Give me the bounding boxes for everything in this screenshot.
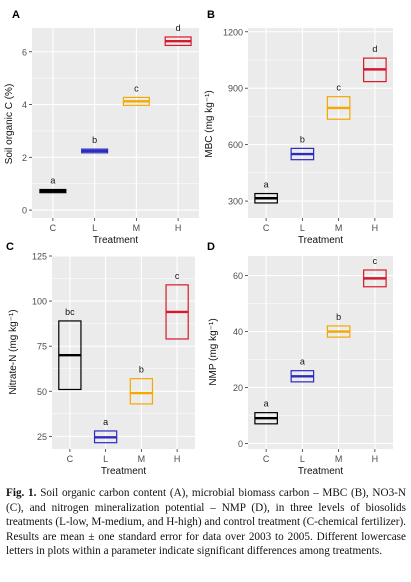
- figure-caption: Fig. 1. Soil organic carbon content (A),…: [6, 486, 406, 559]
- y-tick-label: 40: [233, 327, 243, 337]
- panel-label: D: [207, 241, 215, 253]
- y-tick-label: 2: [22, 153, 27, 163]
- y-tick-label: 900: [228, 84, 243, 94]
- y-tick-label: 6: [22, 47, 27, 57]
- x-tick-label: H: [174, 454, 181, 464]
- significance-letter: a: [264, 399, 269, 409]
- significance-letter: d: [176, 23, 181, 33]
- x-axis-title: Treatment: [298, 235, 343, 246]
- y-tick-label: 0: [238, 439, 243, 449]
- x-tick-label: M: [138, 454, 146, 464]
- x-tick-label: C: [50, 223, 57, 233]
- y-tick-label: 0: [22, 206, 27, 216]
- x-tick-label: H: [372, 223, 379, 233]
- plot-background: [248, 256, 393, 449]
- y-axis-title: Soil organic C (%): [4, 84, 15, 165]
- y-tick-label: 4: [22, 100, 27, 110]
- caption-label: Fig. 1.: [6, 487, 37, 499]
- x-tick-label: M: [133, 223, 141, 233]
- y-tick-label: 20: [233, 383, 243, 393]
- x-tick-label: L: [103, 454, 108, 464]
- panel-a: A 0 2 4 6 C L M Ha b c d Treatment Soil organic C (%): [4, 9, 199, 246]
- y-tick-label: 75: [37, 342, 47, 352]
- x-tick-label: L: [300, 223, 305, 233]
- x-tick-label: H: [175, 223, 182, 233]
- significance-letter: c: [175, 271, 180, 281]
- significance-letter: c: [336, 83, 341, 93]
- y-axis-title: NMP (mg kg⁻¹): [208, 318, 219, 385]
- significance-letter: b: [336, 312, 341, 322]
- significance-letter: a: [103, 417, 108, 427]
- y-tick-label: 600: [228, 140, 243, 150]
- caption-text: Soil organic carbon content (A), microbi…: [6, 487, 407, 558]
- y-tick-label: 25: [37, 432, 47, 442]
- significance-letter: c: [373, 256, 378, 266]
- plot-background: [32, 28, 199, 218]
- significance-letter: b: [92, 135, 97, 145]
- significance-letter: a: [300, 357, 305, 367]
- panel-b: B 300 600 900 1200 C L M Ha b c d Treatment MBC (mg k…: [204, 9, 393, 246]
- y-tick-label: 300: [228, 197, 243, 207]
- significance-letter: b: [300, 134, 305, 144]
- y-tick-label: 60: [233, 271, 243, 281]
- crossbar-box: [129, 378, 154, 405]
- panel-label: B: [207, 9, 215, 21]
- panel-label: C: [6, 241, 14, 253]
- x-tick-label: M: [335, 454, 343, 464]
- panel-d: D 0 20 40 60 C L M Ha a b c Treatment NMP (mg kg⁻¹): [207, 241, 393, 477]
- y-axis-title: Nitrate-N (mg kg⁻¹): [8, 309, 19, 394]
- y-axis-title: MBC (mg kg⁻¹): [204, 90, 215, 158]
- x-tick-label: L: [92, 223, 97, 233]
- y-tick-label: 1200: [223, 27, 243, 37]
- x-tick-label: C: [263, 454, 270, 464]
- plot-background: [248, 28, 393, 218]
- y-tick-label: 125: [32, 252, 47, 262]
- x-tick-label: H: [372, 454, 379, 464]
- significance-letter: d: [372, 44, 377, 54]
- panel-label: A: [12, 9, 20, 21]
- y-tick-label: 100: [32, 297, 47, 307]
- significance-letter: a: [50, 176, 55, 186]
- significance-letter: a: [264, 180, 269, 190]
- x-tick-label: L: [300, 454, 305, 464]
- x-axis-title: Treatment: [93, 235, 138, 246]
- y-tick-label: 50: [37, 387, 47, 397]
- significance-letter: c: [134, 83, 139, 93]
- plot-background: [52, 256, 195, 449]
- x-tick-label: C: [263, 223, 270, 233]
- significance-letter: b: [139, 365, 144, 375]
- x-tick-label: M: [335, 223, 343, 233]
- x-tick-label: C: [67, 454, 74, 464]
- significance-letter: bc: [65, 307, 75, 317]
- x-axis-title: Treatment: [101, 466, 146, 477]
- x-axis-title: Treatment: [298, 466, 343, 477]
